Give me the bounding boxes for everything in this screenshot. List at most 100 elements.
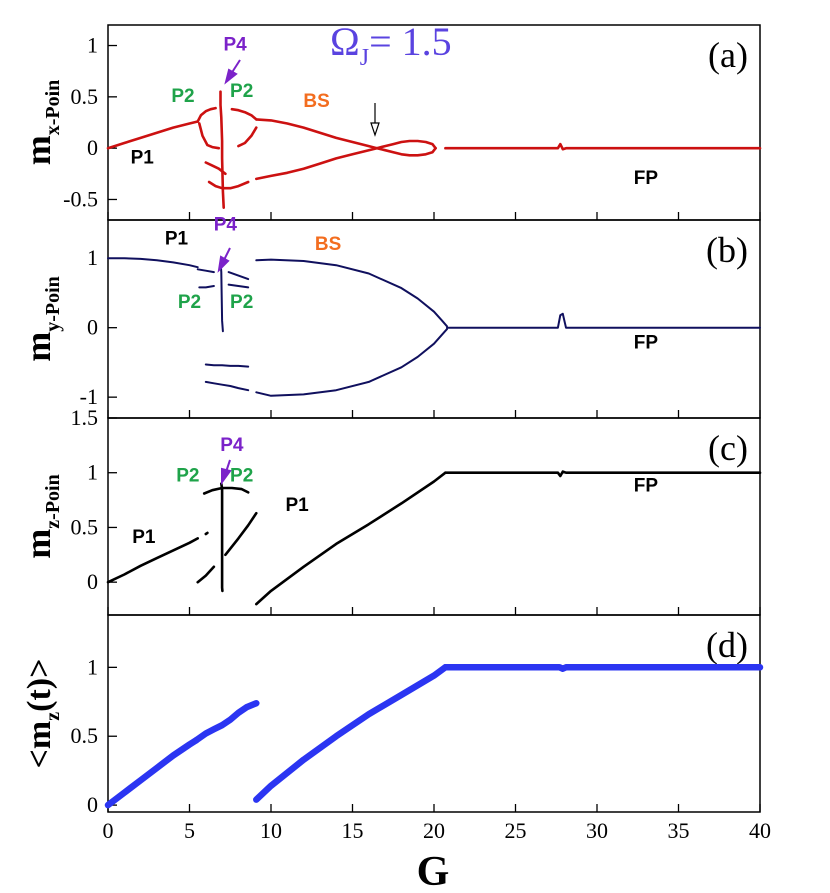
panel-d-tag: (d) — [706, 625, 748, 665]
series-a-BS-lower — [254, 146, 379, 181]
annotation-c-fp: FP — [634, 475, 659, 496]
series-c-P1-right — [254, 471, 447, 606]
series-a-BS-upper — [254, 118, 379, 150]
x-tick-label: 10 — [260, 818, 282, 843]
panel-c-ytick-label: 0 — [87, 569, 98, 594]
series-b-neg-upper — [204, 363, 250, 368]
chart-title: ΩJ= 1.5 — [330, 19, 452, 71]
panel-d-ylabel: <mz(t)> — [21, 659, 64, 769]
annotation-c-p1: P1 — [132, 527, 156, 548]
annotation-b-p2: P2 — [178, 292, 201, 313]
series-a-FP — [444, 142, 762, 151]
panel-b-frame — [107, 219, 761, 419]
panel-d-ytick-label: 0.5 — [71, 723, 99, 748]
series-b-P2-lower — [198, 285, 215, 289]
annotation-b-p1: P1 — [165, 228, 189, 249]
panel-d-frame — [107, 614, 761, 813]
panel-c-ytick-label: 0.5 — [71, 514, 99, 539]
series-b-P1 — [107, 257, 199, 269]
annotation-a-p2: P2 — [171, 86, 194, 107]
arrow-p4-a — [224, 59, 241, 85]
x-tick-label: 40 — [749, 818, 771, 843]
x-tick-label: 30 — [586, 818, 608, 843]
panel-c: 0 0.5 1 1.5 mz-Poin (c) P1 P2 P2 P4 P1 FP — [18, 405, 762, 616]
annotation-a-bs: BS — [303, 91, 329, 112]
panel-b-ytick-label: 0 — [87, 315, 98, 340]
arrow-point-a — [370, 103, 380, 137]
panel-b-ylabel-main: m — [18, 332, 58, 362]
arrow-p4-c — [221, 459, 232, 486]
series-b-neg-lower — [204, 380, 250, 392]
panel-d-ylabel-end: (t)> — [21, 659, 58, 712]
panel-a-ylabel-sub: x-Poin — [42, 80, 64, 136]
x-tick-label: 15 — [342, 818, 364, 843]
x-tick-label: 20 — [423, 818, 445, 843]
x-tick-label: 35 — [668, 818, 690, 843]
title-omega-subscript: J — [360, 45, 369, 71]
series-a-P2-right-upper — [230, 107, 258, 121]
annotation-a-p2: P2 — [230, 81, 253, 102]
series-d-avg-3 — [253, 664, 449, 803]
annotation-c-p2: P2 — [176, 465, 199, 486]
panel-a-ytick-label: 0.5 — [71, 84, 99, 109]
panel-b: -1 0 1 my-Poin (b) P1 P4 BS P2 P2 FP — [18, 214, 761, 419]
annotation-c-p4: P4 — [220, 435, 244, 456]
panel-a-tag: (a) — [708, 35, 748, 75]
panel-b-ylabel: my-Poin — [18, 276, 64, 362]
panel-a: -0.5 0 0.5 1 mx-Poin (a) P1 P2 P2 P4 BS FP — [18, 24, 762, 221]
annotation-a-p1: P1 — [131, 148, 155, 169]
title-omega-symbol: Ω — [330, 19, 360, 64]
panel-b-tag: (b) — [706, 230, 748, 270]
series-a-P4 — [219, 90, 225, 209]
panel-c-frame — [107, 417, 761, 616]
panel-a-ytick-label: 1 — [87, 33, 98, 58]
series-b-P4 — [219, 260, 224, 333]
panel-d-ylabel-sub: z — [42, 712, 64, 721]
arrow-p4-b — [217, 247, 231, 273]
title-omega-value: = 1.5 — [369, 19, 452, 64]
series-c-P1-dot — [204, 531, 209, 536]
panel-c-ylabel-main: m — [18, 529, 58, 559]
series-d-avg-2 — [192, 699, 260, 744]
series-c-P4 — [220, 482, 224, 593]
series-a-P1 — [106, 120, 199, 150]
annotation-b-p4: P4 — [214, 214, 238, 235]
panel-b-ytick-label: -1 — [80, 384, 98, 409]
series-c-FP — [444, 470, 762, 478]
panel-d-ytick-label: 0 — [87, 792, 98, 817]
annotation-b-bs: BS — [315, 234, 341, 255]
series-a-P2-upper — [196, 106, 217, 123]
series-a-loop-upper — [375, 146, 437, 157]
series-a-loop-lower — [375, 139, 437, 150]
x-axis-tick-labels: 0 5 10 15 20 25 30 35 40 — [103, 818, 772, 843]
annotation-c-p2: P2 — [230, 465, 253, 486]
panel-d: 0 0.5 1 <mz(t)> (d) — [21, 614, 764, 817]
panel-d-ylabel-main: <m — [21, 721, 58, 769]
panel-b-ylabel-sub: y-Poin — [42, 276, 64, 332]
annotation-b-p2: P2 — [230, 292, 253, 313]
series-a-P2-right-lower — [237, 126, 258, 148]
panel-a-ytick-label: 0 — [87, 135, 98, 160]
series-b-BS-lower — [255, 328, 448, 397]
series-c-P2-top — [202, 486, 250, 495]
panel-b-ytick-label: 1 — [87, 245, 98, 270]
annotation-a-fp: FP — [634, 168, 659, 189]
panel-a-ytick-label: -0.5 — [63, 186, 98, 211]
series-b-BS-upper — [255, 258, 448, 328]
annotation-b-fp: FP — [634, 333, 659, 354]
series-a-P2-bottom — [207, 180, 250, 190]
x-tick-label: 25 — [505, 818, 527, 843]
x-axis-label: G — [417, 849, 450, 893]
panel-c-tag: (c) — [708, 428, 748, 468]
annotation-a-p4: P4 — [224, 35, 248, 56]
series-c-P2-rising — [196, 565, 216, 584]
series-b-P2-upper-right — [227, 271, 250, 281]
series-b-P2-lower-right — [227, 283, 250, 289]
series-d-avg-1 — [104, 737, 200, 809]
series-b-FP — [446, 312, 761, 329]
panel-d-ytick-label: 1 — [87, 654, 98, 679]
series-c-P2-rising-right — [224, 511, 258, 557]
panel-c-ytick-label: 1 — [87, 460, 98, 485]
panel-c-ytick-label: 1.5 — [71, 405, 99, 430]
panel-c-ylabel-sub: z-Poin — [42, 474, 64, 528]
